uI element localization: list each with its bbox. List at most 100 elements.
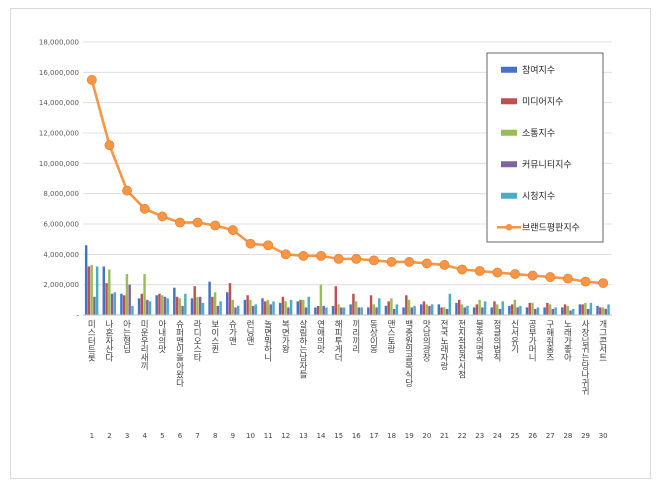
- line-point: [192, 217, 203, 228]
- line-point: [386, 257, 397, 267]
- bar: [478, 299, 481, 315]
- bar: [413, 305, 416, 315]
- bar: [395, 304, 399, 315]
- bar: [175, 296, 179, 315]
- line-point: [510, 269, 520, 279]
- line-point: [457, 264, 468, 275]
- bar: [390, 298, 393, 315]
- bar: [299, 299, 302, 315]
- rank-label: 7: [195, 432, 199, 440]
- bar: [457, 299, 461, 315]
- bar: [513, 299, 517, 315]
- bar: [392, 308, 396, 315]
- rank-label: 6: [178, 432, 183, 440]
- bar: [216, 305, 220, 315]
- bar: [93, 296, 96, 315]
- bar: [163, 296, 167, 315]
- legend-swatch-marker: [505, 223, 513, 231]
- bar: [196, 296, 199, 315]
- bar: [342, 307, 346, 315]
- bar: [448, 293, 452, 315]
- bar: [193, 286, 196, 315]
- line-point: [527, 270, 538, 281]
- bar: [475, 304, 479, 315]
- rank-label: 26: [528, 432, 537, 440]
- rank-label: 1: [90, 432, 94, 440]
- bar: [334, 286, 338, 315]
- line-point: [404, 257, 415, 267]
- legend-label: 브랜드평판지수: [522, 222, 580, 233]
- bar: [201, 302, 205, 315]
- legend-swatch: [501, 98, 517, 105]
- rank-label: 10: [246, 432, 255, 440]
- bar: [586, 308, 590, 315]
- bar: [226, 292, 229, 315]
- bar: [551, 308, 555, 315]
- bar: [120, 293, 123, 315]
- line-point: [175, 217, 185, 228]
- rank-label: 15: [334, 432, 343, 440]
- bar: [237, 305, 240, 315]
- rank-label: 14: [317, 432, 326, 440]
- rank-label: 4: [142, 432, 147, 440]
- bar: [264, 301, 267, 315]
- bar: [425, 304, 428, 315]
- bar: [369, 295, 373, 315]
- bar: [281, 296, 285, 315]
- bar: [430, 304, 434, 315]
- bar: [340, 307, 343, 315]
- bar: [528, 302, 531, 315]
- bar: [548, 304, 552, 315]
- bar: [125, 274, 129, 315]
- bar: [405, 295, 408, 315]
- bar: [443, 307, 446, 315]
- bar: [372, 304, 376, 315]
- line-point: [333, 253, 344, 264]
- bar: [387, 301, 390, 315]
- legend-swatch: [501, 66, 517, 73]
- brand-index-line: [86, 75, 609, 289]
- bar: [231, 299, 234, 315]
- bar: [498, 308, 502, 315]
- rank-label: 3: [125, 432, 129, 440]
- bar: [581, 304, 584, 315]
- bar: [601, 307, 605, 315]
- y-tick-label: 2,000,000: [43, 281, 79, 289]
- rank-label: 17: [369, 432, 378, 440]
- bar: [531, 302, 534, 315]
- bar: [84, 245, 88, 315]
- bar: [140, 293, 144, 315]
- rank-label: 5: [160, 432, 164, 440]
- rank-label: 11: [264, 432, 273, 440]
- bar: [407, 299, 411, 315]
- line-point: [492, 267, 503, 278]
- bar: [410, 307, 414, 315]
- bar: [422, 301, 426, 315]
- rank-label: 22: [458, 432, 467, 440]
- line-point: [421, 258, 432, 269]
- bar: [108, 269, 111, 315]
- rank-label: 28: [563, 432, 572, 440]
- bar: [472, 307, 476, 315]
- bar: [493, 301, 496, 315]
- bar: [534, 308, 537, 315]
- bar: [113, 292, 117, 315]
- legend-label: 시청지수: [522, 191, 555, 202]
- y-tick-label: 8,000,000: [43, 190, 79, 198]
- bar: [384, 305, 388, 315]
- bar: [272, 301, 275, 315]
- bar: [578, 304, 582, 315]
- bar: [190, 298, 194, 315]
- bar: [402, 307, 405, 315]
